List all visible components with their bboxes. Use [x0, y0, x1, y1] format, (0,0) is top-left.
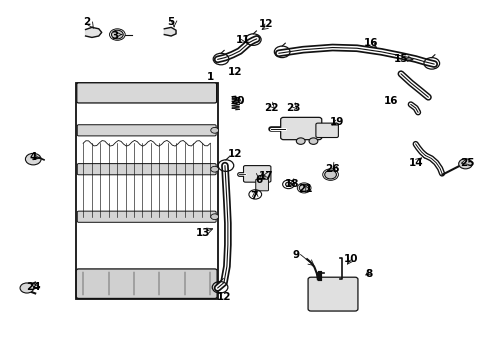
Text: 10: 10	[343, 254, 358, 264]
Circle shape	[324, 170, 336, 179]
Circle shape	[458, 159, 471, 169]
Circle shape	[299, 184, 308, 192]
Text: 26: 26	[325, 164, 339, 174]
Text: 23: 23	[285, 103, 300, 113]
Circle shape	[285, 182, 291, 186]
Circle shape	[210, 166, 218, 172]
Circle shape	[20, 283, 34, 293]
Text: 21: 21	[297, 184, 312, 194]
Text: 19: 19	[329, 117, 344, 127]
Text: 18: 18	[285, 179, 299, 189]
FancyBboxPatch shape	[280, 117, 321, 140]
Circle shape	[308, 138, 317, 144]
Text: 2: 2	[83, 17, 90, 27]
Text: 17: 17	[259, 171, 273, 181]
Bar	[76, 83, 217, 299]
Text: 22: 22	[264, 103, 278, 113]
Circle shape	[210, 127, 218, 133]
Circle shape	[111, 30, 123, 39]
Text: 3: 3	[111, 31, 118, 41]
Text: 14: 14	[407, 158, 422, 168]
Text: 12: 12	[227, 149, 242, 159]
Text: 24: 24	[26, 282, 41, 292]
FancyBboxPatch shape	[77, 125, 216, 136]
FancyBboxPatch shape	[243, 166, 270, 182]
Text: 6: 6	[255, 175, 262, 185]
Text: 25: 25	[459, 158, 473, 168]
Text: 12: 12	[227, 67, 242, 77]
Text: 4: 4	[29, 152, 37, 162]
Text: 9: 9	[292, 250, 299, 260]
Circle shape	[296, 138, 305, 144]
FancyBboxPatch shape	[76, 269, 217, 298]
Polygon shape	[85, 27, 102, 37]
Circle shape	[210, 214, 218, 220]
Text: 15: 15	[393, 54, 407, 64]
Text: 12: 12	[258, 19, 273, 30]
Text: 12: 12	[216, 292, 231, 302]
Text: 5: 5	[167, 17, 174, 27]
Text: 11: 11	[236, 35, 250, 45]
FancyBboxPatch shape	[315, 123, 338, 138]
Text: 13: 13	[196, 228, 210, 238]
Text: 16: 16	[383, 96, 398, 106]
Text: 8: 8	[365, 269, 372, 279]
Polygon shape	[164, 27, 176, 36]
FancyBboxPatch shape	[77, 83, 216, 103]
FancyBboxPatch shape	[255, 179, 268, 191]
Circle shape	[25, 153, 41, 165]
FancyBboxPatch shape	[307, 277, 357, 311]
Text: 20: 20	[230, 96, 244, 106]
Text: 16: 16	[363, 38, 377, 48]
FancyBboxPatch shape	[77, 211, 216, 222]
FancyBboxPatch shape	[77, 163, 216, 175]
Text: 7: 7	[250, 191, 258, 201]
Text: 1: 1	[206, 72, 213, 82]
